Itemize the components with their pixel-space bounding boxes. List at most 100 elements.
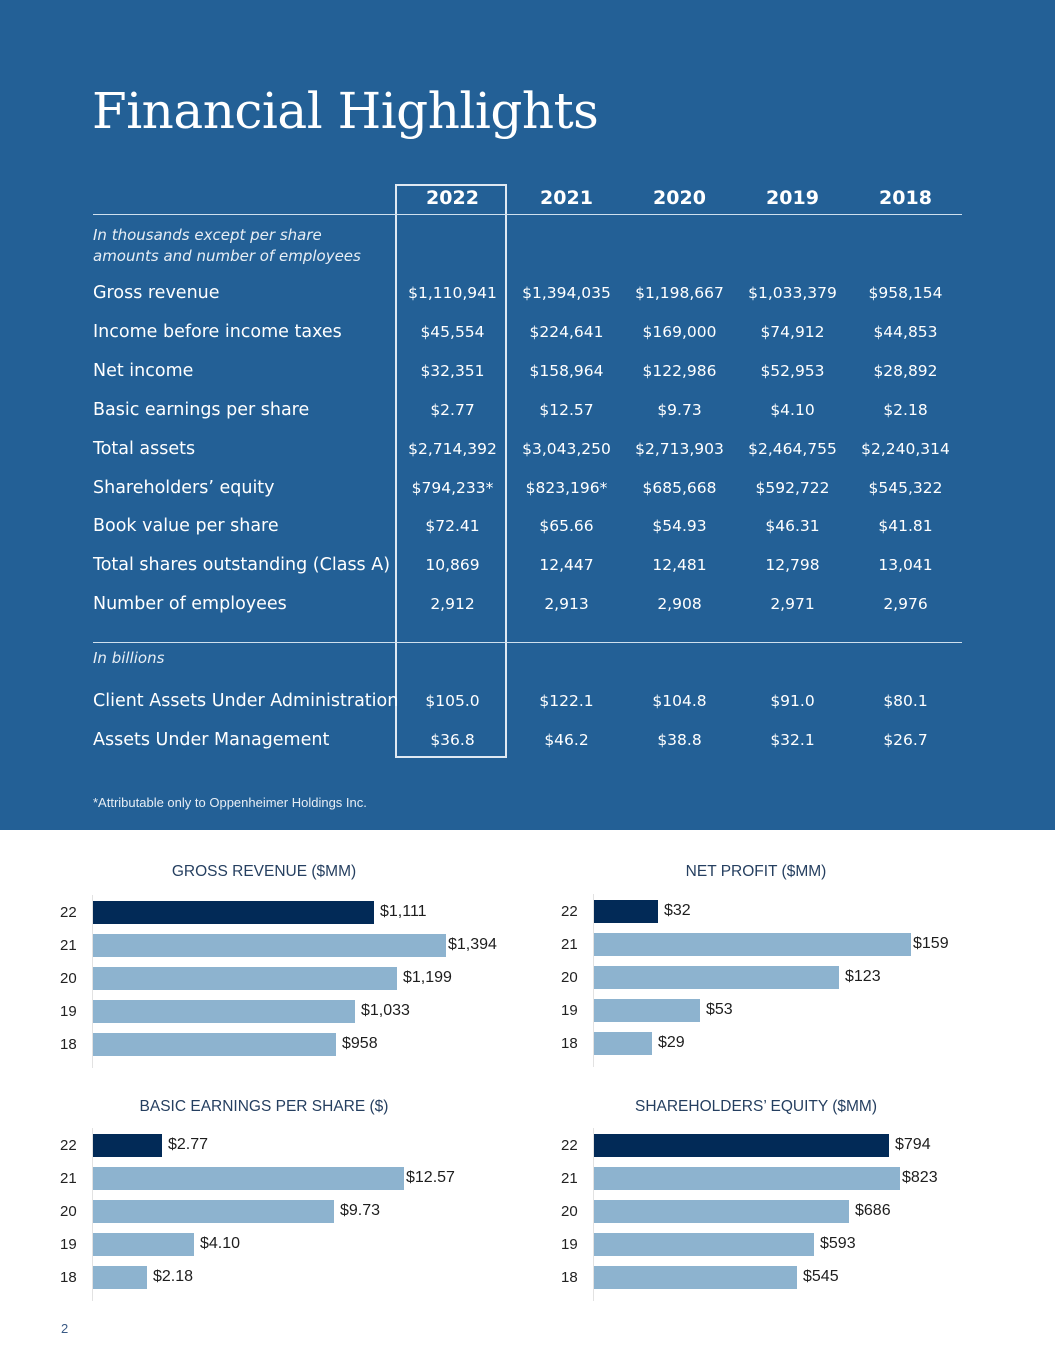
- page-number: 2: [61, 1321, 69, 1336]
- chart-title: GROSS REVENUE ($MM): [171, 863, 357, 880]
- category-label: 19: [561, 1236, 578, 1253]
- category-label: 20: [561, 1203, 578, 1220]
- row-label: Total assets: [93, 438, 196, 459]
- category-label: 21: [60, 937, 77, 954]
- value-label: $2.77: [168, 1136, 209, 1153]
- category-label: 19: [60, 1236, 77, 1253]
- value-label: $123: [845, 968, 881, 985]
- value-label: $686: [855, 1202, 891, 1219]
- row-label: Net income: [93, 360, 194, 381]
- table-cell: $36.8: [430, 731, 475, 749]
- year-header: 2019: [766, 187, 819, 209]
- table-cell: $3,043,250: [522, 439, 611, 458]
- chart-title: BASIC EARNINGS PER SHARE ($): [139, 1098, 389, 1115]
- chart-title: SHAREHOLDERS’ EQUITY ($MM): [634, 1098, 877, 1115]
- units-note-billions: In billions: [93, 649, 165, 667]
- category-label: 22: [561, 903, 578, 920]
- units-note-line1: In thousands except per share: [93, 226, 322, 244]
- table-cell: $44,853: [873, 322, 938, 341]
- year-header: 2018: [879, 187, 932, 209]
- row-label: Income before income taxes: [93, 321, 342, 342]
- value-label: $593: [820, 1235, 856, 1252]
- category-label: 19: [60, 1003, 77, 1020]
- bar: [594, 966, 839, 989]
- bar: [594, 1032, 652, 1055]
- table-cell: $41.81: [878, 517, 933, 536]
- table-cell: $46.2: [544, 731, 589, 749]
- table-cell: $169,000: [642, 322, 717, 341]
- category-label: 18: [60, 1269, 77, 1286]
- bar: [93, 1266, 147, 1289]
- category-label: 22: [561, 1137, 578, 1154]
- table-cell: $794,233*: [411, 478, 494, 497]
- table-cell: $1,394,035: [522, 284, 611, 302]
- table-cell: $72.41: [425, 517, 480, 536]
- chart-title: NET PROFIT ($MM): [685, 863, 827, 880]
- value-label: $4.10: [200, 1235, 241, 1252]
- table-cell: 12,798: [765, 556, 820, 575]
- bar: [594, 933, 911, 956]
- table-cell: $32.1: [770, 731, 815, 749]
- bar: [594, 1266, 797, 1289]
- chart-axis: [92, 895, 93, 1068]
- value-label: $2.18: [153, 1268, 194, 1285]
- table-cell: $122.1: [539, 692, 594, 710]
- table-cell: $105.0: [425, 692, 480, 710]
- category-label: 20: [561, 969, 578, 986]
- table-cell: $592,722: [755, 478, 830, 497]
- table-cell: $2.77: [430, 400, 475, 419]
- bar: [594, 1167, 900, 1190]
- value-label: $1,394: [448, 936, 497, 953]
- chart-axis: [92, 1128, 93, 1301]
- value-label: $159: [913, 935, 949, 952]
- bar: [93, 901, 374, 924]
- year-header: 2022: [426, 187, 479, 209]
- category-label: 21: [561, 936, 578, 953]
- footnote: *Attributable only to Oppenheimer Holdin…: [93, 795, 367, 810]
- value-label: $545: [803, 1268, 839, 1285]
- table-cell: $224,641: [529, 322, 604, 341]
- category-label: 18: [60, 1036, 77, 1053]
- table-cell: $74,912: [760, 322, 825, 341]
- row-label: Assets Under Management: [93, 730, 330, 750]
- value-label: $32: [664, 902, 691, 919]
- table-cell: $52,953: [760, 361, 825, 380]
- row-label: Basic earnings per share: [93, 399, 310, 420]
- bar: [93, 1200, 334, 1223]
- bar: [594, 900, 658, 923]
- table-cell: $1,198,667: [635, 284, 724, 302]
- category-label: 20: [60, 970, 77, 987]
- table-cell: $38.8: [657, 731, 702, 749]
- table-cell: $545,322: [868, 478, 943, 497]
- value-label: $9.73: [340, 1202, 381, 1219]
- row-label: Client Assets Under Administration: [93, 691, 399, 711]
- bar: [594, 999, 700, 1022]
- value-label: $958: [342, 1035, 378, 1052]
- value-label: $1,111: [380, 903, 427, 920]
- value-label: $12.57: [406, 1169, 455, 1186]
- bar: [93, 1033, 336, 1056]
- value-label: $794: [895, 1136, 931, 1153]
- table-cell: $91.0: [770, 692, 815, 710]
- value-label: $1,033: [361, 1002, 410, 1019]
- table-cell: $2,240,314: [861, 439, 950, 458]
- table-cell: 2,971: [770, 595, 815, 614]
- table-cell: $958,154: [868, 284, 943, 302]
- bar: [93, 967, 397, 990]
- table-cell: $46.31: [765, 517, 820, 536]
- category-label: 21: [60, 1170, 77, 1187]
- table-cell: 2,976: [883, 595, 928, 614]
- bar: [93, 1000, 355, 1023]
- table-cell: 10,869: [425, 556, 480, 575]
- table-cell: $1,033,379: [748, 284, 837, 302]
- table-cell: $2,713,903: [635, 439, 724, 458]
- section-divider: [93, 642, 962, 643]
- table-cell: $158,964: [529, 361, 604, 380]
- value-label: $823: [902, 1169, 938, 1186]
- category-label: 22: [60, 904, 77, 921]
- table-cell: $2.18: [883, 400, 928, 419]
- chart-axis: [593, 894, 594, 1067]
- table-cell: $2,464,755: [748, 439, 837, 458]
- page-title: Financial Highlights: [92, 82, 599, 140]
- table-cell: $12.57: [539, 400, 594, 419]
